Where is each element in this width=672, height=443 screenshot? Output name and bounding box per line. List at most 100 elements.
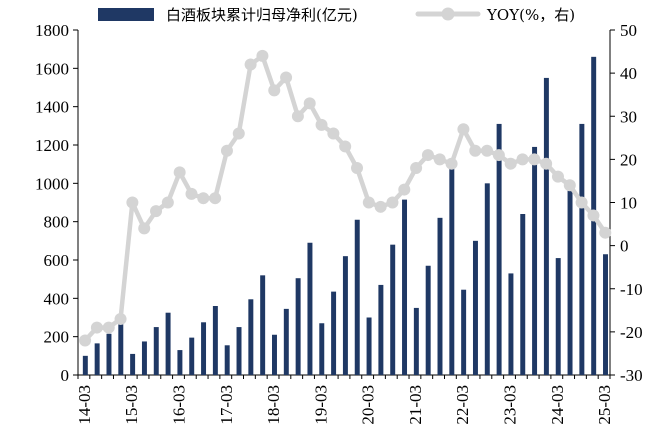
bar bbox=[118, 324, 124, 375]
yoy-point bbox=[291, 110, 304, 123]
x-tick-label: 16-03 bbox=[169, 385, 188, 425]
yoy-point bbox=[386, 196, 399, 209]
bar bbox=[272, 334, 277, 375]
bar bbox=[260, 275, 266, 375]
yoy-point bbox=[410, 162, 423, 174]
yoy-point bbox=[126, 196, 139, 209]
bar bbox=[201, 322, 207, 375]
bar bbox=[449, 163, 455, 375]
bar bbox=[603, 254, 608, 375]
legend-line-marker bbox=[441, 7, 455, 21]
yoy-point bbox=[351, 162, 364, 174]
bar bbox=[236, 327, 242, 375]
yoy-point bbox=[599, 226, 612, 239]
legend: 白酒板块累计归母净利(亿元) YOY(%，右) bbox=[98, 6, 575, 24]
yoy-point bbox=[563, 179, 576, 192]
bar bbox=[437, 217, 443, 375]
bar bbox=[484, 183, 490, 375]
yoy-point bbox=[362, 196, 375, 209]
yoy-point bbox=[268, 84, 281, 97]
yoy-point bbox=[161, 196, 174, 209]
yoy-point bbox=[197, 192, 210, 205]
yoy-point bbox=[528, 153, 541, 166]
bar bbox=[130, 353, 136, 375]
right-tick-label: 50 bbox=[620, 21, 637, 40]
yoy-point bbox=[492, 149, 505, 162]
left-tick-label: 1600 bbox=[35, 59, 69, 78]
yoy-point bbox=[232, 127, 245, 140]
right-tick-label: 10 bbox=[620, 194, 637, 213]
yoy-point bbox=[79, 334, 92, 347]
bar bbox=[189, 337, 195, 375]
left-tick-label: 1000 bbox=[35, 174, 69, 193]
axes: 020040060080010001200140016001800-30-20-… bbox=[35, 21, 643, 425]
yoy-point bbox=[244, 58, 257, 71]
x-tick-label: 21-03 bbox=[406, 385, 425, 425]
x-tick-label: 17-03 bbox=[217, 385, 236, 425]
yoy-point bbox=[315, 118, 328, 131]
right-tick-label: 0 bbox=[620, 237, 629, 256]
left-tick-label: 0 bbox=[61, 366, 70, 385]
x-tick-label: 24-03 bbox=[548, 385, 567, 425]
x-tick-label: 19-03 bbox=[311, 385, 330, 425]
yoy-point bbox=[445, 157, 458, 170]
yoy-point bbox=[327, 127, 340, 140]
bar bbox=[331, 291, 337, 375]
yoy-point bbox=[481, 144, 494, 157]
bar bbox=[177, 350, 183, 375]
yoy-point bbox=[220, 144, 233, 157]
yoy-point bbox=[138, 222, 151, 235]
bar bbox=[212, 306, 218, 375]
bar-series bbox=[82, 56, 608, 376]
legend-line-label: YOY(%，右) bbox=[486, 6, 575, 24]
x-tick-label: 22-03 bbox=[453, 385, 472, 425]
right-tick-label: 20 bbox=[620, 150, 637, 169]
left-tick-label: 600 bbox=[44, 251, 70, 270]
yoy-point bbox=[469, 144, 482, 157]
x-tick-label: 15-03 bbox=[122, 385, 141, 425]
bar bbox=[106, 333, 112, 375]
bar bbox=[378, 284, 384, 375]
right-tick-label: 40 bbox=[620, 64, 637, 83]
right-tick-label: -30 bbox=[620, 366, 643, 385]
bar bbox=[579, 123, 585, 376]
bar bbox=[543, 77, 549, 376]
bar bbox=[508, 273, 514, 375]
bar bbox=[520, 214, 526, 375]
bar bbox=[342, 256, 348, 375]
bar bbox=[496, 123, 502, 376]
bar bbox=[555, 258, 561, 375]
yoy-point bbox=[90, 321, 103, 334]
yoy-point bbox=[280, 71, 293, 84]
yoy-point bbox=[150, 205, 163, 218]
bar bbox=[402, 199, 408, 375]
left-tick-label: 1400 bbox=[35, 98, 69, 117]
yoy-point bbox=[303, 97, 316, 110]
bar bbox=[153, 327, 159, 375]
yoy-point bbox=[398, 183, 411, 196]
yoy-point bbox=[114, 312, 127, 325]
yoy-point bbox=[339, 140, 352, 153]
right-tick-label: 30 bbox=[620, 107, 637, 126]
bar bbox=[307, 242, 313, 375]
bar bbox=[82, 355, 88, 375]
bar bbox=[141, 341, 147, 375]
x-tick-label: 23-03 bbox=[501, 385, 520, 425]
yoy-point bbox=[102, 321, 115, 334]
yoy-point bbox=[540, 157, 553, 170]
legend-bar-label: 白酒板块累计归母净利(亿元) bbox=[166, 6, 358, 24]
yoy-point bbox=[173, 166, 186, 179]
x-tick-label: 14-03 bbox=[75, 385, 94, 425]
bar bbox=[248, 299, 254, 375]
x-tick-label: 18-03 bbox=[264, 385, 283, 425]
yoy-point bbox=[457, 123, 470, 136]
left-tick-label: 800 bbox=[44, 213, 70, 232]
bar bbox=[472, 240, 478, 375]
yoy-point bbox=[516, 153, 529, 166]
bar bbox=[390, 244, 396, 375]
bar bbox=[283, 308, 289, 375]
yoy-point bbox=[551, 170, 564, 183]
bar bbox=[413, 307, 419, 375]
yoy-point bbox=[185, 187, 198, 200]
